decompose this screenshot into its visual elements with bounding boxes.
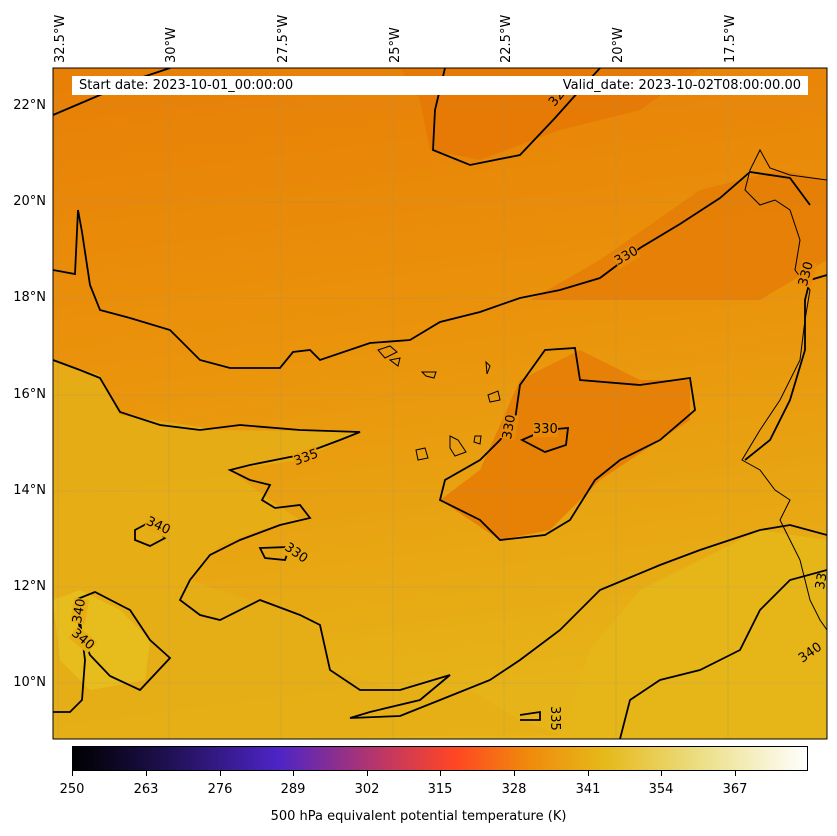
map-frame <box>52 67 828 740</box>
island-santiago <box>449 435 467 457</box>
island-santo-antao <box>377 345 398 359</box>
coastline-west-africa <box>741 148 827 631</box>
start-date: Start date: 2023-10-01_00:00:00 <box>79 78 294 93</box>
colorbar <box>72 746 808 771</box>
lon-label-25w: 25°W <box>388 27 403 63</box>
colorbar-tickmark <box>367 771 368 776</box>
lon-label-20w: 20°W <box>611 27 626 63</box>
colorbar-tick-label: 341 <box>575 782 601 797</box>
valid-date: Valid_date: 2023-10-02T08:00:00.00 <box>562 78 801 93</box>
lat-label-12n: 12°N <box>13 579 46 594</box>
island-sal <box>485 360 491 375</box>
contour-label-335-south: 335 <box>547 706 562 731</box>
contour-335 <box>53 359 827 719</box>
contour-330-center <box>438 347 696 541</box>
contour-label-33-edge: 33 <box>813 571 831 591</box>
contour-335-south <box>519 710 541 721</box>
island-boa-vista <box>487 390 501 403</box>
contour-330-small <box>258 546 292 561</box>
warm-region-southwest <box>53 360 560 739</box>
colorbar-tick-label: 328 <box>501 782 527 797</box>
colorbar-tickmark <box>514 771 515 776</box>
lon-label-30w: 30°W <box>164 27 179 63</box>
lat-label-20n: 20°N <box>13 194 46 209</box>
colorbar-tickmark <box>72 771 73 776</box>
island-sao-nicolau <box>420 371 437 379</box>
colorbar-tickmark <box>440 771 441 776</box>
contour-330-main <box>53 171 811 369</box>
colorbar-tickmark <box>146 771 147 776</box>
lon-label-17-5w: 17.5°W <box>723 14 738 63</box>
colorbar-tick-label: 250 <box>59 782 85 797</box>
island-maio <box>473 435 482 445</box>
gridlines <box>53 68 827 739</box>
colorbar-tickmark <box>588 771 589 776</box>
colorbar-tick-label: 302 <box>354 782 380 797</box>
lat-label-22n: 22°N <box>13 98 46 113</box>
colorbar-tick-label: 315 <box>427 782 453 797</box>
colorbar-tickmark <box>293 771 294 776</box>
colorbar-tickmark <box>220 771 221 776</box>
colorbar-tick-label: 354 <box>648 782 674 797</box>
warm-region-southeast <box>560 530 827 739</box>
lon-label-27-5w: 27.5°W <box>276 14 291 63</box>
colorbar-gradient <box>72 746 808 771</box>
island-fogo <box>415 447 429 461</box>
lon-label-32-5w: 32.5°W <box>53 14 68 63</box>
island-sao-vicente <box>388 357 401 367</box>
lat-label-18n: 18°N <box>13 290 46 305</box>
coastlines <box>377 148 827 631</box>
colorbar-tick-label: 263 <box>133 782 159 797</box>
lon-label-22-5w: 22.5°W <box>499 14 514 63</box>
colorbar-label: 500 hPa equivalent potential temperature… <box>270 809 567 824</box>
cool-region-northeast <box>530 170 827 300</box>
contour-340-southeast <box>619 569 827 739</box>
contour-label-330-inner: 330 <box>533 422 558 437</box>
colorbar-tick-label: 289 <box>280 782 306 797</box>
lat-label-14n: 14°N <box>13 483 46 498</box>
colorbar-tickmark <box>661 771 662 776</box>
colorbar-tick-label: 276 <box>207 782 233 797</box>
colorbar-tick-label: 367 <box>722 782 748 797</box>
lat-label-10n: 10°N <box>13 675 46 690</box>
colorbar-tickmark <box>735 771 736 776</box>
date-info-bar: Start date: 2023-10-01_00:00:00 Valid_da… <box>72 76 808 95</box>
lat-label-16n: 16°N <box>13 387 46 402</box>
